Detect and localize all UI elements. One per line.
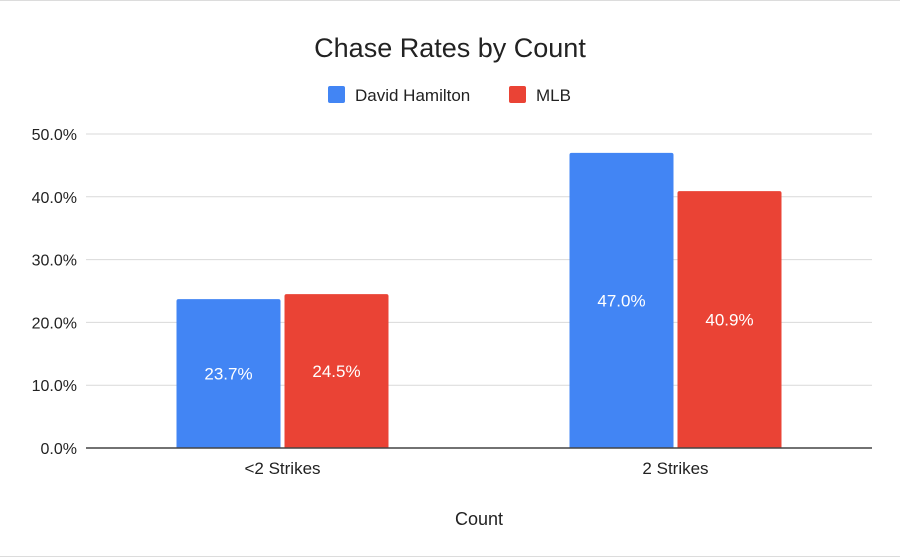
data-label: 23.7% <box>204 365 252 384</box>
data-label: 47.0% <box>597 291 645 310</box>
chart-title: Chase Rates by Count <box>314 33 586 63</box>
bar <box>176 299 281 448</box>
legend-swatch <box>509 86 526 103</box>
x-tick-label: 2 Strikes <box>642 459 708 478</box>
legend-label: David Hamilton <box>355 86 470 105</box>
data-label: 40.9% <box>705 311 753 330</box>
top-border <box>0 0 900 1</box>
y-tick-label: 10.0% <box>32 378 77 395</box>
y-tick-label: 50.0% <box>32 127 77 144</box>
legend-swatch <box>328 86 345 103</box>
x-tick-label: <2 Strikes <box>244 459 320 478</box>
y-tick-label: 40.0% <box>32 190 77 207</box>
bars: 23.7% 24.5% 47.0% 40.9% <box>86 152 872 449</box>
y-tick-label: 20.0% <box>32 315 77 332</box>
x-axis-ticks: <2 Strikes 2 Strikes <box>244 459 708 478</box>
bar <box>677 191 782 448</box>
y-tick-label: 0.0% <box>41 441 77 458</box>
bar <box>284 294 389 448</box>
legend-label: MLB <box>536 86 571 105</box>
legend: David Hamilton MLB <box>328 86 571 105</box>
data-label: 24.5% <box>312 362 360 381</box>
y-axis-ticks: 0.0% 10.0% 20.0% 30.0% 40.0% 50.0% <box>32 127 77 458</box>
bar <box>569 152 674 448</box>
y-tick-label: 30.0% <box>32 253 77 270</box>
x-axis-title: Count <box>455 509 503 529</box>
